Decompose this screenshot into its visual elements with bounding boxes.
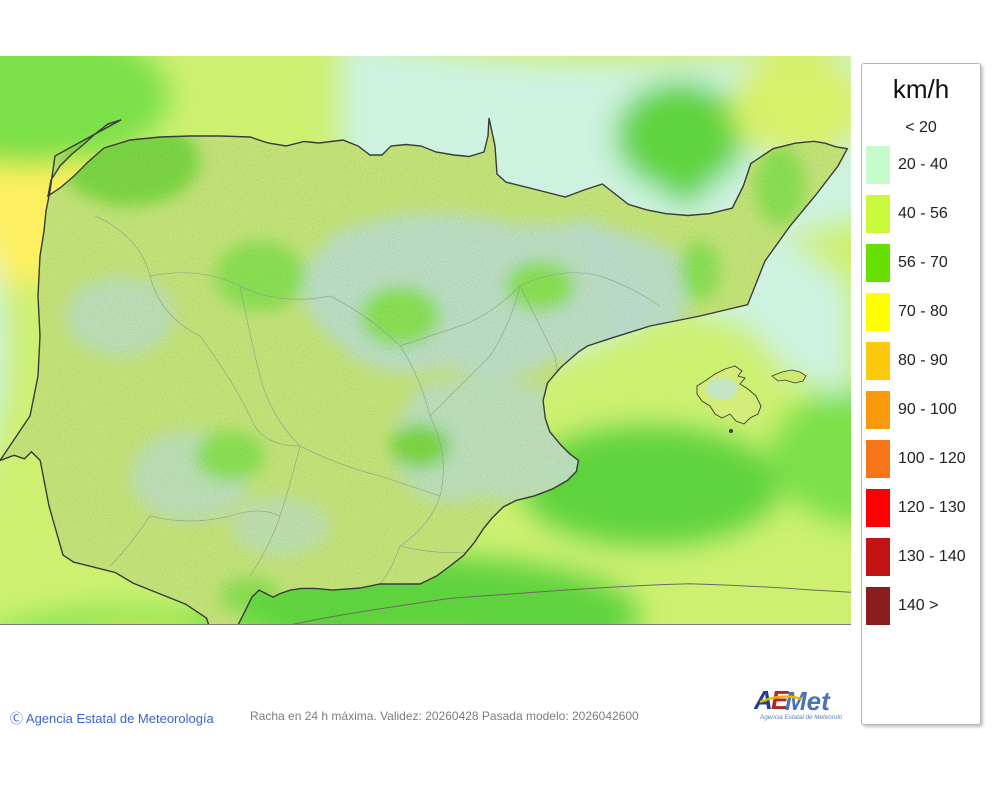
svg-text:Agencia Estatal de Meteorologí: Agencia Estatal de Meteorología [759,714,842,721]
svg-text:Met: Met [785,686,831,716]
